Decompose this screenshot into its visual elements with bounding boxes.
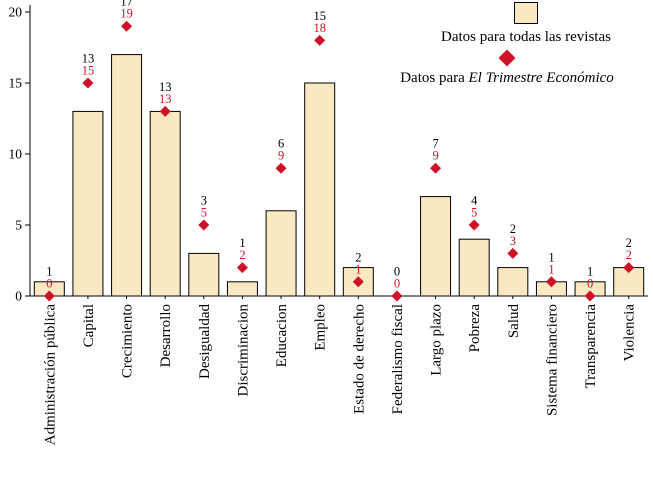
bar-value-label: 4 bbox=[471, 194, 478, 208]
bar-value-label: 17 bbox=[120, 0, 133, 9]
y-tick-label: 20 bbox=[9, 5, 23, 20]
diamond-legend-label-prefix: Datos para bbox=[400, 70, 469, 86]
bar bbox=[111, 54, 143, 297]
diamond-value-label: 1 bbox=[548, 262, 554, 276]
bar-value-label: 1 bbox=[587, 265, 593, 279]
category-label: Educacion bbox=[274, 304, 290, 368]
bar bbox=[72, 110, 104, 297]
category-label: Discriminacion bbox=[235, 304, 251, 397]
y-tick-label: 15 bbox=[9, 76, 23, 91]
bar-value-label: 1 bbox=[239, 236, 245, 250]
bar bbox=[149, 110, 181, 297]
diamond-value-label: 18 bbox=[313, 21, 326, 35]
bar bbox=[265, 210, 297, 297]
diamond-marker bbox=[314, 34, 326, 46]
bar-value-label: 1 bbox=[548, 250, 554, 264]
diamond-value-label: 1 bbox=[355, 262, 361, 276]
diamond-marker bbox=[545, 276, 557, 288]
diamond-marker bbox=[507, 247, 519, 259]
y-tick-label: 5 bbox=[15, 218, 22, 233]
bar-legend-swatch-icon bbox=[514, 2, 538, 24]
bar bbox=[458, 238, 490, 297]
diamond-legend-label: Datos para El Trimestre Económico bbox=[373, 70, 641, 87]
diamond-marker bbox=[391, 290, 403, 302]
bar-value-label: 2 bbox=[355, 250, 361, 264]
diamond-value-label: 3 bbox=[510, 234, 516, 248]
bar-value-label: 0 bbox=[394, 265, 400, 279]
bar-value-label: 13 bbox=[159, 80, 172, 94]
bar-value-label: 2 bbox=[626, 236, 632, 250]
category-label: Largo plazo bbox=[429, 304, 445, 376]
diamond-value-label: 15 bbox=[82, 64, 95, 78]
diamond-value-label: 0 bbox=[394, 277, 400, 291]
category-label: Desigualdad bbox=[197, 304, 213, 379]
category-label: Empleo bbox=[313, 304, 329, 351]
category-label: Estado de derecho bbox=[351, 304, 367, 414]
category-label: Crecimiento bbox=[120, 304, 136, 378]
bar bbox=[304, 82, 336, 297]
diamond-value-label: 0 bbox=[46, 277, 52, 291]
category-label: Transparencia bbox=[583, 304, 599, 389]
bar-legend-label: Datos para todas las revistas bbox=[441, 29, 611, 45]
category-label: Salud bbox=[506, 304, 522, 339]
diamond-value-label: 0 bbox=[587, 277, 593, 291]
diamond-legend-swatch-icon bbox=[498, 49, 516, 67]
diamond-marker bbox=[236, 262, 248, 274]
bar bbox=[420, 196, 452, 297]
bar-value-label: 6 bbox=[278, 137, 284, 151]
bar-value-label: 15 bbox=[313, 9, 326, 23]
legend-entry-bars: Datos para todas las revistas bbox=[413, 2, 639, 46]
diamond-value-label: 5 bbox=[201, 206, 207, 220]
y-tick-label: 10 bbox=[9, 147, 23, 162]
diamond-marker bbox=[82, 77, 94, 89]
category-label: Administración pública bbox=[42, 304, 58, 446]
category-label: Desarrollo bbox=[158, 304, 174, 367]
bar-value-label: 13 bbox=[82, 52, 95, 66]
diamond-value-label: 2 bbox=[626, 248, 632, 262]
category-label: Federalismo fiscal bbox=[390, 304, 406, 414]
category-label: Sistema financiero bbox=[544, 304, 560, 416]
diamond-marker bbox=[623, 262, 635, 274]
diamond-marker bbox=[159, 105, 171, 117]
diamond-marker bbox=[121, 20, 133, 32]
category-label: Pobreza bbox=[467, 304, 483, 353]
diamond-value-label: 5 bbox=[471, 206, 477, 220]
diamond-legend-label-italic: El Trimestre Económico bbox=[468, 70, 614, 86]
diamond-marker bbox=[584, 290, 596, 302]
bar bbox=[226, 281, 258, 297]
bar-value-label: 1 bbox=[46, 265, 52, 279]
bar-value-label: 3 bbox=[201, 194, 207, 208]
diamond-value-label: 9 bbox=[432, 149, 438, 163]
diamond-value-label: 19 bbox=[120, 7, 133, 21]
diamond-value-label: 13 bbox=[159, 92, 172, 106]
y-tick-label: 0 bbox=[15, 289, 22, 304]
bar-value-label: 7 bbox=[432, 137, 438, 151]
diamond-value-label: 9 bbox=[278, 149, 284, 163]
diamond-marker bbox=[43, 290, 55, 302]
category-label: Capital bbox=[81, 304, 97, 347]
bar bbox=[497, 267, 529, 297]
legend-entry-diamonds: Datos para El Trimestre Económico bbox=[373, 49, 641, 87]
diamond-value-label: 2 bbox=[239, 248, 245, 262]
category-label: Violencia bbox=[622, 304, 638, 362]
bar bbox=[188, 252, 220, 297]
diamond-marker bbox=[430, 162, 442, 174]
bar-value-label: 2 bbox=[510, 222, 516, 236]
diamond-marker bbox=[275, 162, 287, 174]
diamond-marker bbox=[198, 219, 210, 231]
diamond-marker bbox=[352, 276, 364, 288]
diamond-marker bbox=[468, 219, 480, 231]
